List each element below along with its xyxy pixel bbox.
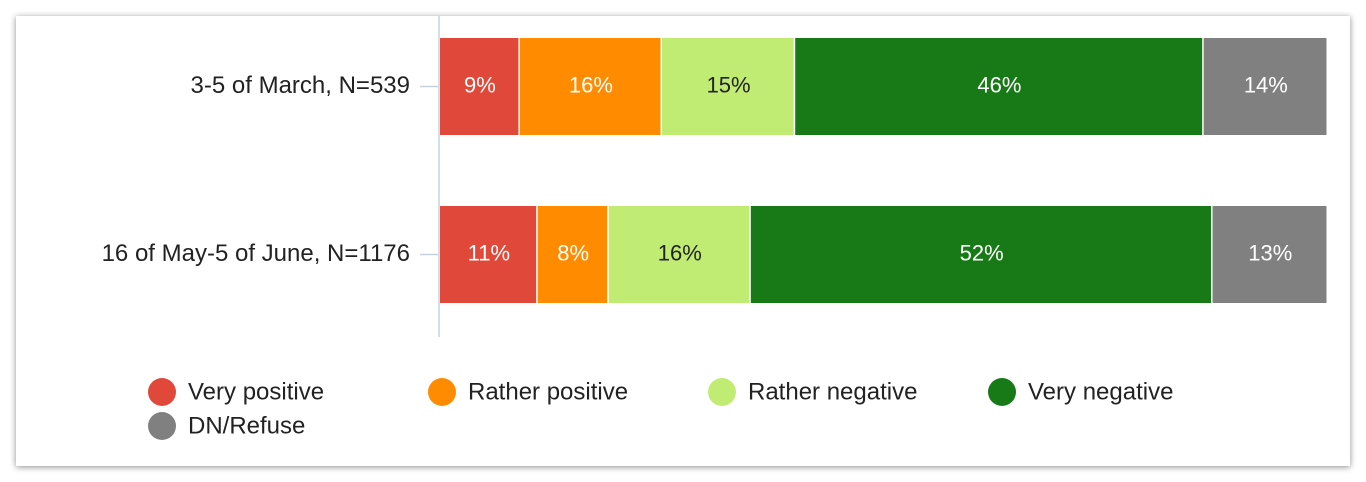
bar-segment [440,38,519,135]
legend-label: DN/Refuse [188,412,305,439]
data-label: 8% [557,240,589,265]
data-label: 14% [1244,72,1288,97]
bar-segment [662,38,794,135]
data-label: 52% [960,240,1004,265]
bar-segment [608,206,750,303]
data-label: 16% [658,240,702,265]
category-label: 16 of May-5 of June, N=1176 [102,240,410,267]
bar-segment [519,38,661,135]
data-label: 9% [464,72,496,97]
data-label: 11% [468,240,510,265]
bar-segment [750,206,1212,303]
legend-swatch [148,412,176,440]
data-label: 46% [977,72,1021,97]
data-label: 15% [707,72,751,97]
legend-label: Very positive [188,378,324,405]
legend-label: Rather positive [468,378,628,405]
data-label: 16% [569,72,613,97]
bar-segment [1203,38,1327,135]
legend-swatch [148,378,176,406]
legend-swatch [708,378,736,406]
legend-swatch [988,378,1016,406]
bar-segment [440,206,537,303]
bar-segment [537,206,608,303]
legend-label: Very negative [1028,378,1173,405]
legend-swatch [428,378,456,406]
bar-segment [1212,206,1327,303]
category-label: 3-5 of March, N=539 [191,72,410,99]
legend-label: Rather negative [748,378,917,405]
bar-segment [795,38,1203,135]
data-label: 13% [1248,240,1292,265]
